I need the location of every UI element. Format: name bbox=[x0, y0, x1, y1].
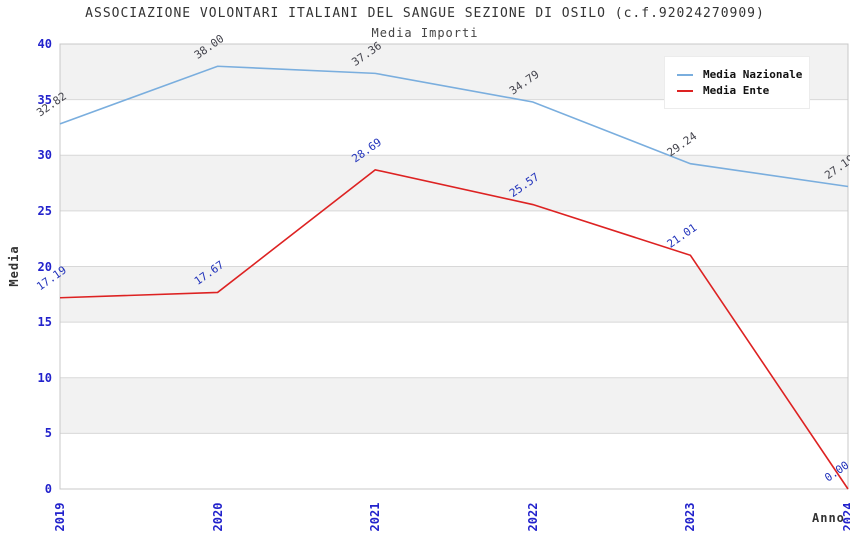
y-tick-label: 30 bbox=[37, 148, 52, 163]
nazionale-line-swatch-icon bbox=[677, 73, 693, 76]
x-tick-label: 2019 bbox=[53, 502, 67, 532]
x-tick-label: 2021 bbox=[368, 502, 383, 532]
x-tick-label: 2020 bbox=[210, 502, 225, 532]
series-line-1 bbox=[59, 168, 849, 490]
legend-item-nazionale: Media Nazionale bbox=[677, 68, 803, 81]
plot-band bbox=[60, 322, 848, 378]
x-axis-title: Anno bbox=[812, 511, 845, 525]
plot-band bbox=[60, 433, 848, 489]
x-tick-label: 2022 bbox=[525, 502, 540, 532]
y-tick-label: 15 bbox=[37, 315, 52, 330]
y-tick-label: 35 bbox=[37, 92, 52, 107]
plot-border bbox=[59, 43, 849, 490]
plot-band bbox=[60, 210, 848, 267]
y-tick-label: 25 bbox=[37, 203, 52, 218]
chart-subtitle: Media Importi bbox=[371, 26, 479, 40]
y-tick-label: 40 bbox=[37, 37, 52, 51]
legend-item-ente: Media Ente bbox=[677, 84, 799, 97]
legend-label-ente: Media Ente bbox=[703, 84, 770, 97]
plot-band bbox=[60, 155, 848, 211]
series-line-0 bbox=[59, 65, 849, 188]
y-tick-label: 10 bbox=[37, 370, 52, 385]
ente-line-swatch-icon bbox=[677, 89, 693, 92]
legend-label-nazionale: Media Nazionale bbox=[703, 68, 803, 81]
y-tick-label: 0 bbox=[44, 482, 52, 496]
plot-band bbox=[60, 377, 848, 434]
legend: Media Nazionale Media Ente bbox=[664, 56, 810, 109]
x-tick-label: 2023 bbox=[683, 502, 698, 532]
y-tick-label: 5 bbox=[44, 426, 52, 441]
chart-title: ASSOCIAZIONE VOLONTARI ITALIANI DEL SANG… bbox=[85, 6, 765, 21]
y-tick-label: 20 bbox=[37, 259, 52, 274]
y-axis-title: Media bbox=[7, 245, 21, 287]
